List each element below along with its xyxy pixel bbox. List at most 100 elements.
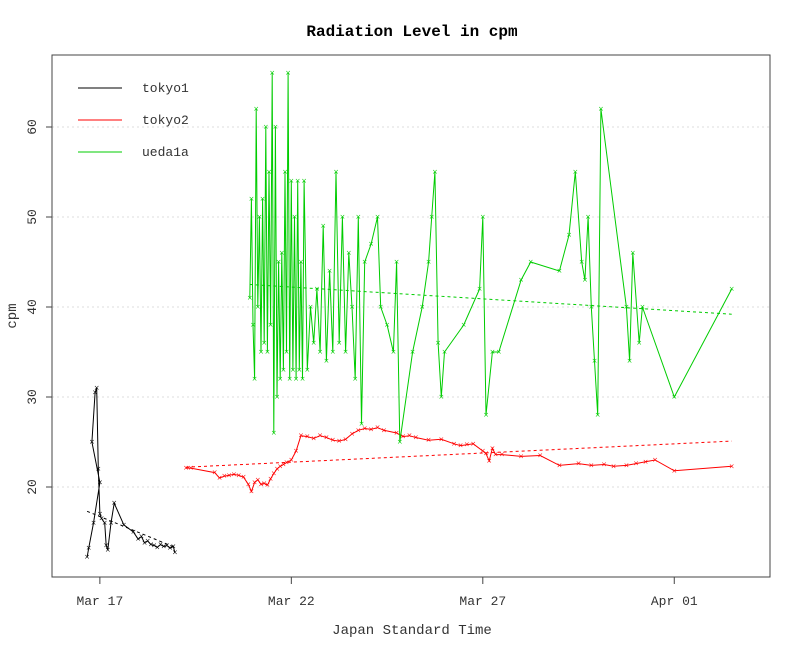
data-point-tokyo1: × <box>170 542 176 550</box>
data-point-tokyo2: × <box>231 470 237 478</box>
data-point-tokyo2: × <box>375 424 381 432</box>
data-point-ueda1a: × <box>410 348 416 356</box>
data-point-ueda1a: × <box>592 357 598 365</box>
data-point-tokyo2: × <box>323 434 329 442</box>
data-point-tokyo1: × <box>108 519 114 527</box>
trend-line-tokyo2 <box>186 440 732 468</box>
data-point-ueda1a: × <box>461 321 467 329</box>
data-point-tokyo2: × <box>245 480 251 488</box>
data-point-tokyo1: × <box>161 542 167 550</box>
data-point-ueda1a: × <box>588 303 594 311</box>
data-point-ueda1a: × <box>352 375 358 383</box>
data-point-ueda1a: × <box>287 375 293 383</box>
data-point-ueda1a: × <box>435 339 441 347</box>
data-point-tokyo2: × <box>426 436 432 444</box>
data-point-tokyo2: × <box>486 457 492 465</box>
data-point-ueda1a: × <box>296 366 302 374</box>
data-point-ueda1a: × <box>362 258 368 266</box>
data-point-tokyo1: × <box>164 542 170 550</box>
data-point-ueda1a: × <box>256 213 262 221</box>
x-axis: Mar 17 Mar 22 Mar 27 Apr 01 <box>76 577 698 609</box>
data-point-ueda1a: × <box>394 258 400 266</box>
data-point-tokyo2: × <box>236 471 242 479</box>
data-point-ueda1a: × <box>419 303 425 311</box>
data-point-ueda1a: × <box>496 348 502 356</box>
data-point-tokyo2: × <box>268 475 274 483</box>
data-point-tokyo2: × <box>643 458 649 466</box>
data-point-tokyo1: × <box>111 499 117 507</box>
data-point-ueda1a: × <box>261 339 267 347</box>
data-point-ueda1a: × <box>375 213 381 221</box>
data-point-ueda1a: × <box>290 366 296 374</box>
data-point-tokyo2: × <box>518 452 524 460</box>
data-point-ueda1a: × <box>282 168 288 176</box>
data-point-tokyo2: × <box>451 440 457 448</box>
data-point-tokyo2: × <box>248 488 254 496</box>
data-point-tokyo2: × <box>304 433 310 441</box>
data-point-ueda1a: × <box>284 348 290 356</box>
data-point-tokyo2: × <box>241 473 247 481</box>
data-point-tokyo2: × <box>298 432 304 440</box>
data-point-ueda1a: × <box>272 123 278 131</box>
data-point-ueda1a: × <box>301 177 307 185</box>
series-tokyo2: ××××××××××××××××××××××××× × × × × × × ×× × × × × × × ×… <box>183 424 735 496</box>
data-point-ueda1a: × <box>627 357 633 365</box>
data-point-tokyo2: × <box>413 434 419 442</box>
series-line-tokyo2 <box>186 427 732 493</box>
data-point-ueda1a: × <box>277 375 283 383</box>
data-point-ueda1a: × <box>258 348 264 356</box>
y-tick-label: 30 <box>25 389 40 405</box>
data-point-tokyo2: × <box>537 452 543 460</box>
data-point-ueda1a: × <box>489 348 495 356</box>
data-point-ueda1a: × <box>269 69 275 77</box>
legend: tokyo1 tokyo2 ueda1a <box>78 81 189 160</box>
data-point-tokyo1: × <box>138 533 144 541</box>
x-tick-label: Apr 01 <box>651 594 698 609</box>
data-point-tokyo2: × <box>343 435 349 443</box>
data-point-ueda1a: × <box>288 177 294 185</box>
data-point-ueda1a: × <box>268 321 274 329</box>
data-point-ueda1a: × <box>276 258 282 266</box>
data-point-tokyo1: × <box>94 384 100 392</box>
data-point-tokyo1: × <box>92 389 98 397</box>
data-point-ueda1a: × <box>442 348 448 356</box>
data-point-tokyo2: × <box>611 462 617 470</box>
data-point-tokyo1: × <box>145 537 151 545</box>
data-point-ueda1a: × <box>623 303 629 311</box>
data-point-tokyo2: × <box>264 481 270 489</box>
data-point-ueda1a: × <box>323 357 329 365</box>
data-point-tokyo2: × <box>221 472 227 480</box>
data-point-tokyo1: × <box>151 542 157 550</box>
data-point-tokyo2: × <box>588 461 594 469</box>
data-point-ueda1a: × <box>248 195 254 203</box>
data-point-ueda1a: × <box>271 429 277 437</box>
data-point-ueda1a: × <box>255 303 261 311</box>
legend-label: ueda1a <box>142 145 189 160</box>
data-point-tokyo2: × <box>464 441 470 449</box>
data-point-tokyo2: × <box>317 432 323 440</box>
legend-item-ueda1a: ueda1a <box>78 145 189 160</box>
data-point-ueda1a: × <box>314 285 320 293</box>
data-point-ueda1a: × <box>585 213 591 221</box>
data-point-tokyo2: × <box>623 461 629 469</box>
data-point-ueda1a: × <box>598 105 604 113</box>
series-tokyo1: ×××××××××××××××××××××××××××××× <box>84 384 178 561</box>
data-point-ueda1a: × <box>477 285 483 293</box>
data-point-ueda1a: × <box>252 375 258 383</box>
data-point-tokyo2: × <box>576 460 582 468</box>
data-point-tokyo2: × <box>277 462 283 470</box>
data-point-tokyo2: × <box>212 469 218 477</box>
data-point-tokyo2: × <box>470 440 476 448</box>
data-point-tokyo2: × <box>258 480 264 488</box>
data-point-tokyo1: × <box>99 515 105 523</box>
data-point-tokyo2: × <box>293 447 299 455</box>
x-tick-label: Mar 22 <box>268 594 315 609</box>
y-tick-label: 40 <box>25 299 40 315</box>
data-point-tokyo2: × <box>729 462 735 470</box>
data-point-ueda1a: × <box>528 258 534 266</box>
data-point-tokyo2: × <box>217 474 223 482</box>
data-point-ueda1a: × <box>556 267 562 275</box>
data-point-ueda1a: × <box>300 375 306 383</box>
data-point-tokyo2: × <box>493 451 499 459</box>
